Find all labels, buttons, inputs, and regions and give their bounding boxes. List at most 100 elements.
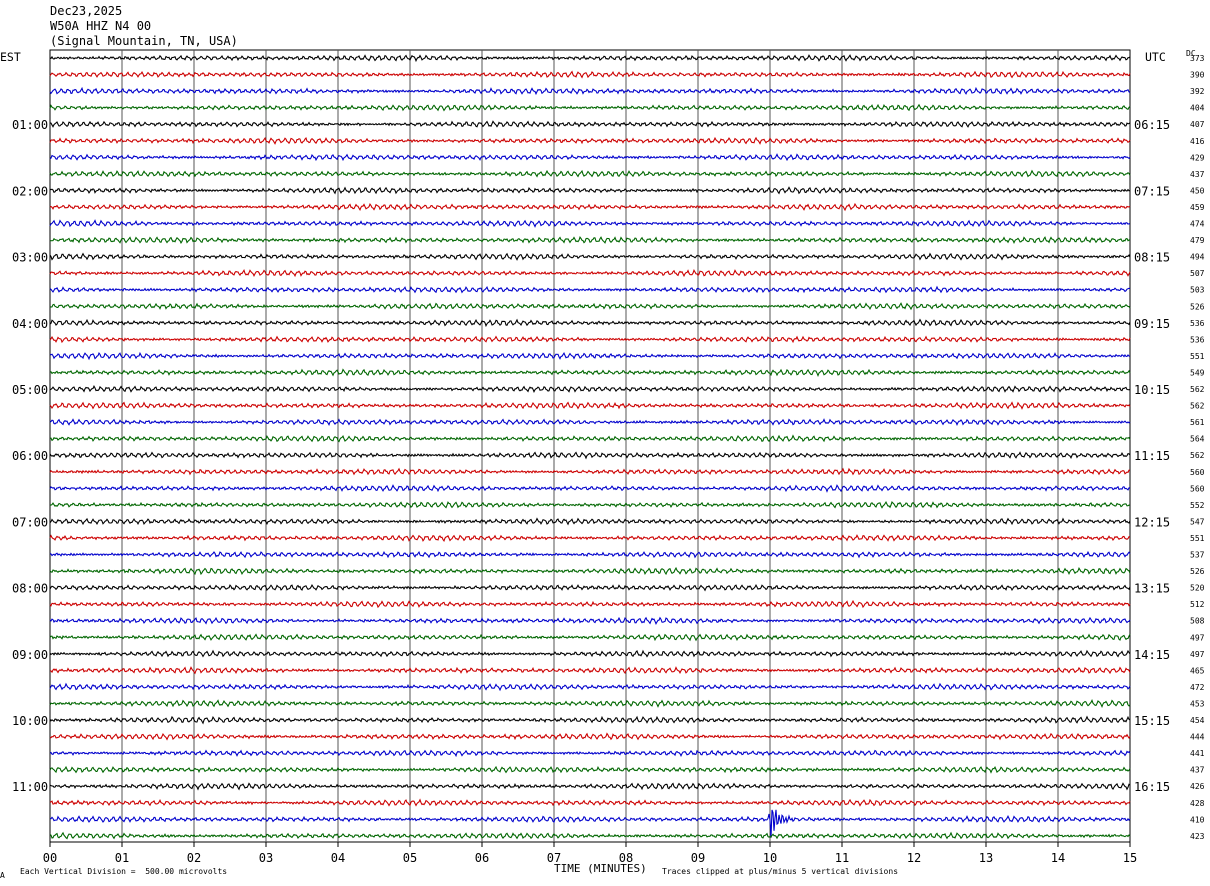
seismic-trace xyxy=(49,682,1131,692)
dc-offset-label: 410 xyxy=(1190,815,1205,824)
seismic-trace xyxy=(49,566,1131,576)
plot-frame xyxy=(49,49,1131,843)
dc-offset-label: 551 xyxy=(1190,534,1205,543)
seismic-trace xyxy=(49,136,1131,145)
dc-offset-label: 444 xyxy=(1190,733,1205,742)
seismic-trace xyxy=(49,484,1131,493)
dc-offset-label: 428 xyxy=(1190,799,1205,808)
dc-offset-label: 373 xyxy=(1190,54,1205,63)
dc-offset-label: 512 xyxy=(1190,600,1205,609)
dc-offset-label: 507 xyxy=(1190,269,1205,278)
seismic-trace xyxy=(49,715,1131,725)
seismic-trace xyxy=(49,501,1131,509)
left-hour-label: 03:00 xyxy=(12,251,48,265)
seismic-trace xyxy=(49,699,1131,709)
dc-offset-label: 454 xyxy=(1190,716,1205,725)
seismic-trace xyxy=(49,318,1131,328)
x-tick-label: 12 xyxy=(907,851,921,865)
left-hour-label: 08:00 xyxy=(12,582,48,596)
dc-offset-label: 520 xyxy=(1190,584,1205,593)
seismic-trace xyxy=(49,732,1131,741)
dc-offset-label: 429 xyxy=(1190,153,1205,162)
dc-offset-label: 472 xyxy=(1190,683,1205,692)
seismic-trace xyxy=(49,70,1131,79)
dc-offset-label: 508 xyxy=(1190,617,1205,626)
dc-offset-label: 437 xyxy=(1190,766,1205,775)
x-tick-label: 06 xyxy=(475,851,489,865)
seismic-trace xyxy=(49,782,1131,791)
dc-offset-label: 503 xyxy=(1190,286,1205,295)
dc-offset-label: 497 xyxy=(1190,650,1205,659)
x-tick-label: 02 xyxy=(187,851,201,865)
x-tick-label: 15 xyxy=(1123,851,1137,865)
seismic-trace xyxy=(49,86,1131,96)
x-tick-label: 14 xyxy=(1051,851,1065,865)
x-tick-label: 01 xyxy=(115,851,129,865)
dc-offset-label: 560 xyxy=(1190,468,1205,477)
dc-offset-label: 479 xyxy=(1190,236,1205,245)
dc-offset-label: 441 xyxy=(1190,749,1205,758)
right-hour-label: 06:15 xyxy=(1134,118,1170,132)
dc-offset-label: 562 xyxy=(1190,402,1205,411)
left-hour-label: 07:00 xyxy=(12,515,48,529)
dc-offset-label: 497 xyxy=(1190,633,1205,642)
seismic-trace xyxy=(49,765,1131,774)
seismic-trace xyxy=(49,599,1131,609)
dc-offset-label: 450 xyxy=(1190,186,1205,195)
dc-offset-label: 465 xyxy=(1190,666,1205,675)
dc-offset-label: 526 xyxy=(1190,567,1205,576)
seismic-trace xyxy=(49,809,1131,838)
x-tick-label: 03 xyxy=(259,851,273,865)
seismic-trace xyxy=(49,120,1131,128)
seismic-trace xyxy=(49,550,1131,559)
right-hour-label: 08:15 xyxy=(1134,251,1170,265)
dc-offset-label: 561 xyxy=(1190,418,1205,427)
seismic-trace xyxy=(49,649,1131,658)
dc-offset-label: 390 xyxy=(1190,71,1205,80)
right-hour-label: 07:15 xyxy=(1134,184,1170,198)
dc-offset-label: 536 xyxy=(1190,319,1205,328)
dc-offset-label: 547 xyxy=(1190,517,1205,526)
dc-offset-label: 404 xyxy=(1190,104,1205,113)
dc-offset-label: 536 xyxy=(1190,335,1205,344)
x-tick-label: 00 xyxy=(43,851,57,865)
seismic-trace xyxy=(49,467,1131,476)
seismic-trace xyxy=(49,186,1131,195)
dc-offset-label: 562 xyxy=(1190,451,1205,460)
seismic-trace xyxy=(49,302,1131,311)
seismic-trace xyxy=(49,401,1131,410)
seismic-trace xyxy=(49,384,1131,394)
seismic-trace xyxy=(49,451,1131,460)
dc-label: DC xyxy=(1186,49,1196,58)
seismic-trace xyxy=(49,153,1131,162)
seismic-trace xyxy=(49,798,1131,807)
dc-offset-label: 459 xyxy=(1190,203,1205,212)
right-hour-label: 11:15 xyxy=(1134,449,1170,463)
dc-offset-label: 564 xyxy=(1190,435,1205,444)
seismic-trace xyxy=(49,633,1131,642)
seismic-trace xyxy=(49,335,1131,344)
left-hour-label: 04:00 xyxy=(12,317,48,331)
seismic-trace xyxy=(49,269,1131,278)
seismic-trace xyxy=(49,534,1131,542)
seismic-trace xyxy=(49,103,1131,112)
dc-offset-label: 494 xyxy=(1190,253,1205,262)
x-axis-title: TIME (MINUTES) xyxy=(554,862,647,875)
dc-offset-label: 474 xyxy=(1190,220,1205,229)
x-tick-label: 11 xyxy=(835,851,849,865)
left-hour-label: 02:00 xyxy=(12,184,48,198)
left-hour-label: 10:00 xyxy=(12,714,48,728)
dc-offset-label: 407 xyxy=(1190,120,1205,129)
x-tick-label: 09 xyxy=(691,851,705,865)
station-label: W50A HHZ N4 00 xyxy=(50,19,152,33)
left-hour-label: 06:00 xyxy=(12,449,48,463)
left-hour-label: 01:00 xyxy=(12,118,48,132)
dc-offset-label: 437 xyxy=(1190,170,1205,179)
right-hour-label: 09:15 xyxy=(1134,317,1170,331)
seismic-trace xyxy=(49,418,1131,427)
seismic-trace xyxy=(49,252,1131,261)
dc-offset-label: 426 xyxy=(1190,782,1205,791)
clip-note: Traces clipped at plus/minus 5 vertical … xyxy=(662,867,899,876)
scale-note: Each Vertical Division = 500.00 microvol… xyxy=(20,867,228,876)
